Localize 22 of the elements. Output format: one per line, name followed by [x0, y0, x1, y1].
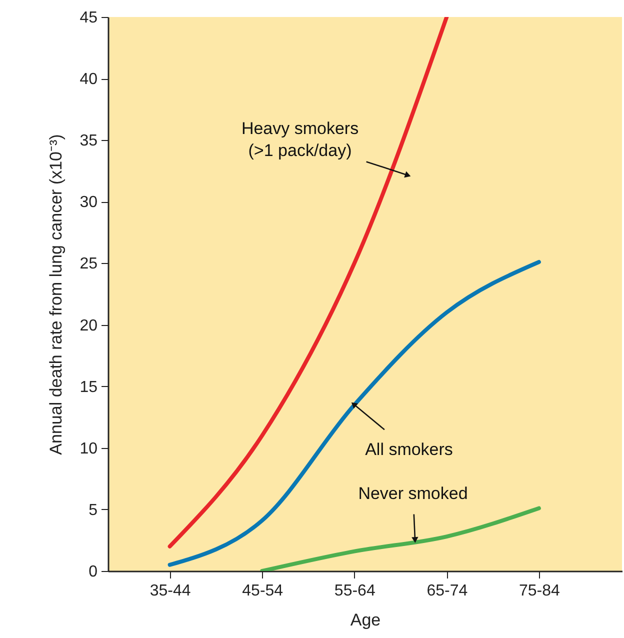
- line-series: [260, 506, 541, 571]
- x-tick-label: 35-44: [150, 582, 191, 600]
- y-tick-label: 5: [88, 502, 98, 519]
- annotation: All smokers: [365, 440, 453, 459]
- x-tick-label: 55-64: [334, 582, 376, 600]
- y-tick-label: 45: [80, 10, 98, 26]
- line-series: [168, 260, 541, 567]
- y-tick-label: 30: [80, 194, 98, 212]
- x-tick-label: 75-84: [518, 582, 560, 600]
- y-tick-label: 35: [80, 132, 98, 150]
- annotation: Heavy smokers (>1 pack/day): [241, 119, 359, 160]
- y-tick-label: 20: [80, 317, 98, 334]
- x-tick-label: 65-74: [426, 582, 468, 600]
- y-tick-label: 40: [80, 71, 98, 88]
- y-tick-label: 10: [80, 440, 98, 458]
- y-tick-label: 0: [88, 564, 98, 580]
- x-tick-label: 45-54: [242, 582, 284, 600]
- x-axis-title: Age: [350, 610, 381, 630]
- annotation: Never smoked: [358, 484, 468, 503]
- y-tick-label: 25: [80, 256, 98, 273]
- y-axis-title: Annual death rate from lung cancer (x10⁻³): [46, 134, 66, 455]
- y-tick-label: 15: [80, 378, 98, 396]
